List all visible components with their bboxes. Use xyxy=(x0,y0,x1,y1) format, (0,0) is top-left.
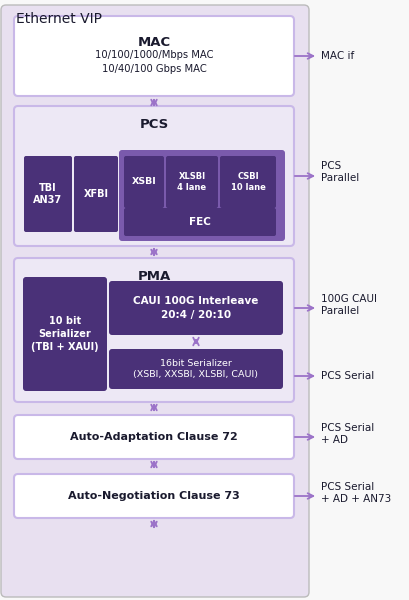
FancyBboxPatch shape xyxy=(119,150,284,241)
FancyBboxPatch shape xyxy=(14,106,293,246)
FancyBboxPatch shape xyxy=(23,277,107,391)
Text: TBI
AN37: TBI AN37 xyxy=(34,183,63,205)
Text: PMA: PMA xyxy=(137,270,170,283)
FancyBboxPatch shape xyxy=(220,156,275,208)
Text: PCS Serial
+ AD + AN73: PCS Serial + AD + AN73 xyxy=(320,482,390,504)
FancyBboxPatch shape xyxy=(24,156,72,232)
FancyBboxPatch shape xyxy=(109,349,282,389)
FancyBboxPatch shape xyxy=(124,156,164,208)
Text: CSBI
10 lane: CSBI 10 lane xyxy=(230,172,265,192)
Text: FEC: FEC xyxy=(189,217,210,227)
FancyBboxPatch shape xyxy=(74,156,118,232)
Text: XLSBI
4 lane: XLSBI 4 lane xyxy=(177,172,206,192)
Text: CAUI 100G Interleave
20:4 / 20:10: CAUI 100G Interleave 20:4 / 20:10 xyxy=(133,296,258,320)
FancyBboxPatch shape xyxy=(109,281,282,335)
FancyBboxPatch shape xyxy=(14,16,293,96)
Text: MAC if: MAC if xyxy=(320,51,353,61)
Text: 16bit Serializer
(XSBI, XXSBI, XLSBI, CAUI): 16bit Serializer (XSBI, XXSBI, XLSBI, CA… xyxy=(133,359,258,379)
FancyBboxPatch shape xyxy=(14,415,293,459)
Text: Auto-Negotiation Clause 73: Auto-Negotiation Clause 73 xyxy=(68,491,239,501)
Text: Auto-Adaptation Clause 72: Auto-Adaptation Clause 72 xyxy=(70,432,237,442)
Text: Ethernet VIP: Ethernet VIP xyxy=(16,12,102,26)
FancyBboxPatch shape xyxy=(166,156,218,208)
Text: 10/100/1000/Mbps MAC
10/40/100 Gbps MAC: 10/100/1000/Mbps MAC 10/40/100 Gbps MAC xyxy=(94,50,213,74)
Text: PCS Serial
+ AD: PCS Serial + AD xyxy=(320,423,373,445)
Text: PCS
Parallel: PCS Parallel xyxy=(320,161,358,183)
Text: PCS: PCS xyxy=(139,118,168,131)
Text: 10 bit
Serializer
(TBI + XAUI): 10 bit Serializer (TBI + XAUI) xyxy=(31,316,99,352)
Text: XSBI: XSBI xyxy=(131,178,156,187)
FancyBboxPatch shape xyxy=(14,474,293,518)
FancyBboxPatch shape xyxy=(1,5,308,597)
Text: 100G CAUI
Parallel: 100G CAUI Parallel xyxy=(320,294,376,316)
Text: PCS Serial: PCS Serial xyxy=(320,371,373,381)
FancyBboxPatch shape xyxy=(14,258,293,402)
FancyBboxPatch shape xyxy=(124,208,275,236)
Text: XFBI: XFBI xyxy=(83,189,108,199)
Text: MAC: MAC xyxy=(137,36,170,49)
